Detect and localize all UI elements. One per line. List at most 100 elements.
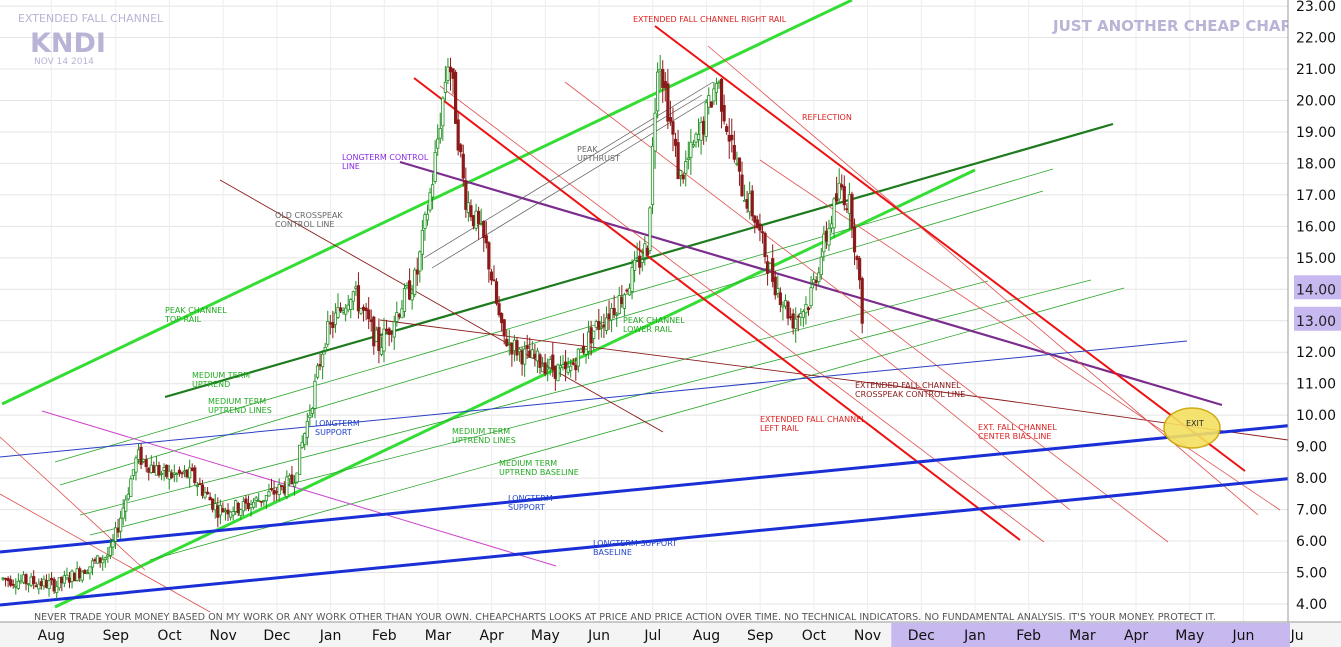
candle-body	[446, 66, 450, 81]
candle-body	[840, 184, 844, 188]
candle-body	[425, 213, 430, 221]
candle-body	[817, 272, 821, 282]
candle-body	[272, 490, 276, 495]
candle-body	[822, 233, 826, 253]
annotation-label: LONGTERM SUPPORT BASELINE	[593, 539, 677, 557]
candle-body	[809, 287, 813, 306]
candle-body	[402, 288, 407, 312]
candle-body	[203, 492, 207, 498]
candle-body	[369, 319, 373, 322]
candle-body	[55, 586, 59, 593]
candle-body	[551, 354, 555, 370]
candle-body	[295, 472, 299, 483]
candle-body	[466, 202, 471, 213]
candle-body	[428, 192, 432, 211]
candle-body	[443, 81, 447, 93]
candle-body	[129, 478, 133, 497]
candle-body	[34, 585, 38, 588]
candle-body	[26, 583, 31, 586]
candle-body	[116, 527, 120, 533]
candle-body	[648, 207, 652, 252]
x-tick-label: Apr	[1124, 628, 1148, 644]
candle-body	[200, 484, 205, 496]
candle-body	[852, 226, 857, 253]
candle-body	[620, 297, 624, 304]
candle-body	[134, 457, 138, 473]
candle-body	[658, 68, 662, 72]
y-tick-label: 4.00	[1296, 597, 1327, 613]
candle-body	[32, 576, 36, 585]
candle-body	[742, 199, 747, 202]
x-tick-label: Mar	[1069, 628, 1096, 644]
candle-body	[535, 350, 540, 362]
fall-channel-thin	[759, 159, 1281, 511]
candle-body	[533, 353, 537, 359]
x-tick-label: Jun	[587, 628, 610, 644]
fall-channel-thin	[439, 85, 1045, 543]
candle-body	[331, 322, 335, 328]
candle-body	[211, 498, 215, 510]
candle-body	[336, 307, 340, 318]
x-tick-label: Sep	[103, 628, 130, 644]
candle-body	[689, 141, 693, 158]
candle-body	[85, 572, 89, 575]
candle-body	[740, 174, 744, 197]
candle-body	[351, 291, 355, 302]
candle-body	[586, 331, 591, 352]
candle-body	[653, 112, 657, 152]
candle-body	[269, 488, 274, 490]
candle-body	[791, 313, 795, 329]
longterm-support-baseline	[0, 477, 1288, 607]
candle-body	[482, 220, 486, 239]
candle-body	[267, 491, 271, 497]
peak-upthrust-line	[601, 94, 703, 156]
y-tick-label: 10.00	[1296, 408, 1336, 424]
candle-body	[771, 258, 775, 282]
candle-body	[563, 361, 568, 370]
candle-body	[622, 294, 626, 309]
candle-body	[589, 327, 593, 344]
candle-body	[361, 306, 366, 311]
exit-marker	[1163, 407, 1221, 449]
candle-body	[604, 317, 609, 331]
candle-body	[627, 287, 632, 296]
candle-body	[167, 470, 171, 480]
candle-body	[37, 583, 41, 590]
x-tick-label: Sep	[747, 628, 774, 644]
candle-body	[21, 574, 26, 583]
candle-body	[142, 458, 146, 462]
candle-body	[789, 316, 793, 319]
candle-body	[16, 580, 20, 589]
candle-body	[858, 258, 862, 281]
candle-body	[758, 223, 762, 231]
candle-body	[277, 484, 281, 495]
candle-body	[607, 313, 611, 320]
candle-body	[397, 314, 401, 318]
candle-body	[617, 295, 621, 314]
candle-body	[382, 328, 386, 352]
candle-body	[121, 507, 125, 519]
candle-body	[566, 366, 570, 373]
candle-body	[239, 509, 243, 516]
candle-body	[487, 242, 491, 270]
candle-body	[305, 420, 309, 438]
y-tick-label: 5.00	[1296, 566, 1327, 582]
candle-body	[722, 104, 726, 122]
candle-body	[696, 134, 701, 140]
candle-body	[90, 560, 95, 568]
candle-body	[625, 289, 629, 292]
x-tick-label: Jul	[643, 628, 661, 644]
candle-body	[246, 502, 251, 509]
candle-body	[29, 576, 33, 586]
candle-body	[548, 358, 552, 369]
candle-body	[198, 483, 202, 486]
candle-body	[546, 367, 550, 370]
candle-body	[159, 472, 164, 475]
early-fall-line	[0, 436, 146, 571]
candle-body	[714, 83, 719, 93]
candle-body	[423, 214, 427, 229]
candle-body	[855, 256, 859, 261]
candle-body	[448, 66, 453, 73]
candle-body	[234, 500, 238, 512]
candle-body	[60, 576, 64, 584]
